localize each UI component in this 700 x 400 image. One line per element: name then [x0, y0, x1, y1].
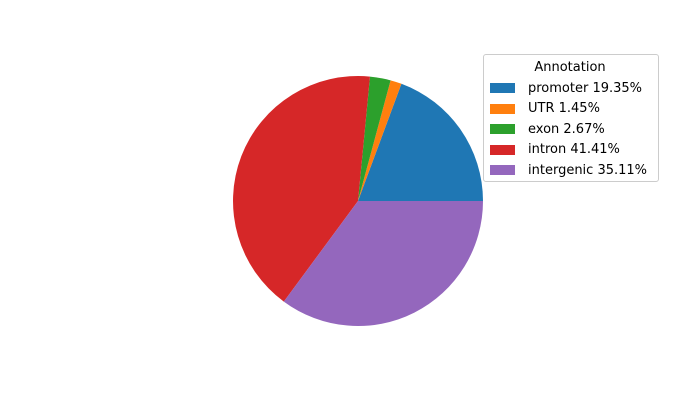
legend-label-exon: exon 2.67% — [528, 121, 605, 137]
legend-item-promoter: promoter 19.35% — [490, 78, 650, 99]
legend-swatch-exon — [490, 124, 515, 135]
legend-swatch-promoter — [490, 83, 515, 94]
legend-entries: promoter 19.35% UTR 1.45% exon 2.67% intron… — [490, 78, 650, 181]
legend-label-UTR: UTR 1.45% — [528, 101, 600, 117]
pie-slice-UTR — [358, 80, 402, 201]
legend-swatch-intron — [490, 144, 515, 155]
legend-label-intergenic: intergenic 35.11% — [528, 162, 648, 178]
legend-item-intergenic: intergenic 35.11% — [490, 160, 650, 181]
legend-label-intron: intron 41.41% — [528, 142, 620, 158]
legend-item-UTR: UTR 1.45% — [490, 99, 650, 120]
legend-title: Annotation — [534, 60, 606, 75]
legend-box: Annotation promoter 19.35% UTR 1.45% exon … — [483, 54, 659, 182]
pie-slice-promoter — [358, 83, 483, 201]
pie-slice-intergenic — [283, 201, 483, 326]
legend-item-intron: intron 41.41% — [490, 140, 650, 161]
legend-item-exon: exon 2.67% — [490, 119, 650, 140]
pie-slice-exon — [358, 76, 391, 201]
pie-slice-intron — [233, 76, 370, 302]
legend-swatch-UTR — [490, 103, 515, 114]
legend-swatch-intergenic — [490, 165, 515, 176]
legend-label-promoter: promoter 19.35% — [528, 80, 643, 96]
